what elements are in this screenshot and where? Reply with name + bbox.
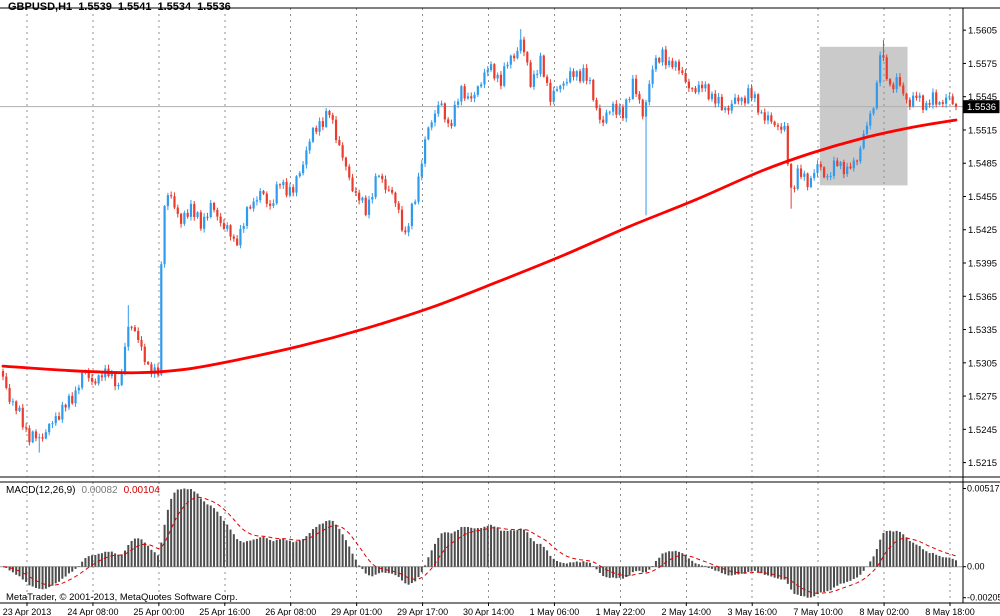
macd-signal-line <box>2 496 957 594</box>
svg-text:0.00517: 0.00517 <box>967 484 1000 494</box>
svg-text:1.5365: 1.5365 <box>968 292 997 303</box>
svg-text:25 Apr 16:00: 25 Apr 16:00 <box>199 607 250 616</box>
svg-text:2 May 14:00: 2 May 14:00 <box>662 607 712 616</box>
candlestick-layer <box>1 29 958 453</box>
svg-text:0.00: 0.00 <box>967 562 985 572</box>
svg-text:-0.00205: -0.00205 <box>967 593 1000 603</box>
svg-text:1.5605: 1.5605 <box>968 26 997 37</box>
svg-text:1.5245: 1.5245 <box>968 425 997 436</box>
svg-text:1 May 06:00: 1 May 06:00 <box>530 607 580 616</box>
bid-price-badge-text: 1.5536 <box>967 102 996 113</box>
macd-axis[interactable]: 0.00517 0.00 -0.00205 <box>963 484 1000 603</box>
svg-text:26 Apr 08:00: 26 Apr 08:00 <box>265 607 316 616</box>
svg-text:1.5515: 1.5515 <box>968 125 997 136</box>
price-axis[interactable]: 1.5605 1.5575 1.5545 1.5515 1.5485 1.5455 1.54… <box>963 26 997 469</box>
svg-text:1.5395: 1.5395 <box>968 259 997 270</box>
svg-text:1.5575: 1.5575 <box>968 59 997 70</box>
svg-text:30 Apr 14:00: 30 Apr 14:00 <box>463 607 514 616</box>
svg-text:1 May 22:00: 1 May 22:00 <box>596 607 646 616</box>
svg-text:1.5305: 1.5305 <box>968 358 997 369</box>
svg-text:29 Apr 17:00: 29 Apr 17:00 <box>397 607 448 616</box>
svg-text:3 May 16:00: 3 May 16:00 <box>727 607 777 616</box>
svg-text:8 May 02:00: 8 May 02:00 <box>859 607 909 616</box>
svg-text:29 Apr 01:00: 29 Apr 01:00 <box>331 607 382 616</box>
svg-text:24 Apr 08:00: 24 Apr 08:00 <box>67 607 118 616</box>
svg-text:1.5485: 1.5485 <box>968 159 997 170</box>
svg-text:8 May 18:00: 8 May 18:00 <box>925 607 975 616</box>
svg-text:1.5425: 1.5425 <box>968 225 997 236</box>
svg-text:1.5335: 1.5335 <box>968 325 997 336</box>
svg-text:25 Apr 00:00: 25 Apr 00:00 <box>133 607 184 616</box>
bid-price-badge <box>963 100 1000 114</box>
panel-frames <box>0 7 1000 604</box>
svg-text:1.5275: 1.5275 <box>968 392 997 403</box>
svg-text:23 Apr 2013: 23 Apr 2013 <box>3 607 52 616</box>
svg-text:1.5545: 1.5545 <box>968 92 997 103</box>
svg-text:7 May 10:00: 7 May 10:00 <box>793 607 843 616</box>
time-axis[interactable]: 23 Apr 2013 24 Apr 08:00 25 Apr 00:00 25 Ap… <box>3 603 975 616</box>
moving-average-line <box>1 118 958 375</box>
svg-text:1.5215: 1.5215 <box>968 458 997 469</box>
svg-text:1.5455: 1.5455 <box>968 192 997 203</box>
